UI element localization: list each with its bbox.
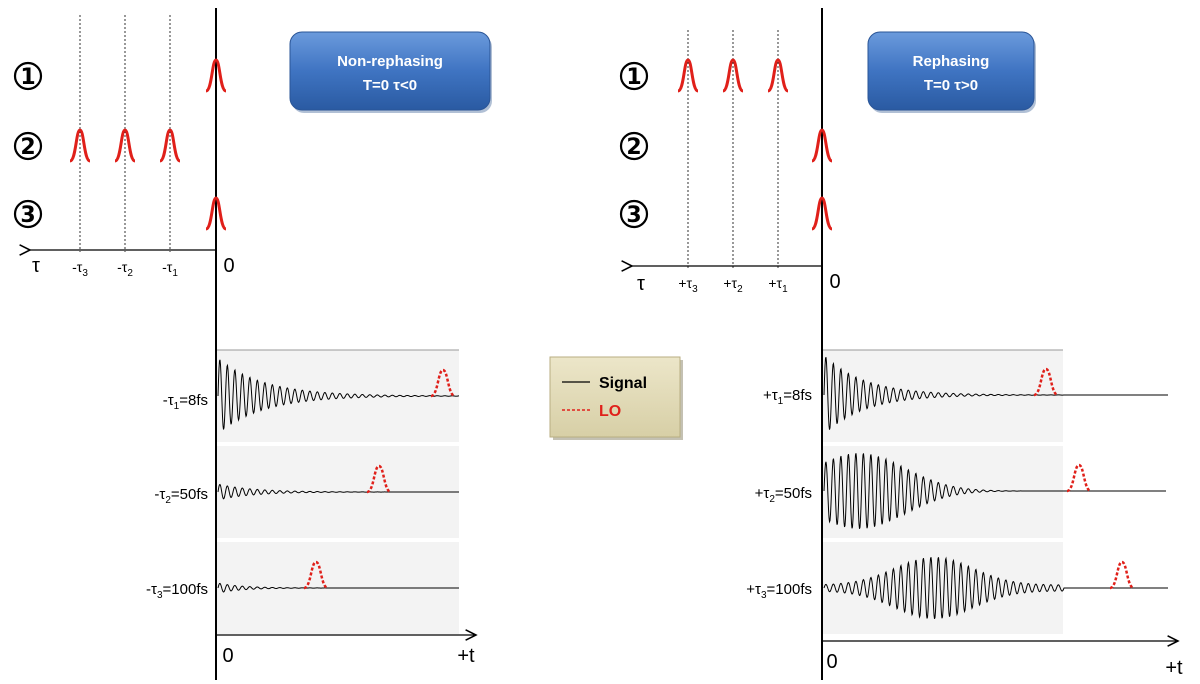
legend: Signal LO — [549, 356, 683, 440]
left-tau-tick-3: -τ3 — [72, 259, 88, 279]
left-pulse-2a — [69, 128, 91, 163]
right-lo-2 — [1066, 463, 1092, 493]
right-pulse-1b — [722, 58, 744, 93]
right-signal-2 — [823, 453, 1166, 529]
right-panel: 1 2 3 τ +τ3 +τ2 +τ1 0 Rephasing — [619, 8, 1183, 680]
left-lo-1 — [430, 368, 456, 398]
left-pulse-3 — [205, 196, 227, 231]
right-time-label: +t — [1165, 657, 1183, 679]
legend-signal-label: Signal — [599, 375, 647, 392]
left-pulse-label-1: 1 — [13, 61, 43, 91]
right-time-origin: 0 — [826, 651, 837, 673]
svg-text:2: 2 — [20, 135, 35, 160]
left-pulse-2b — [114, 128, 136, 163]
right-pulse-1c — [767, 58, 789, 93]
right-pulse-1a — [677, 58, 699, 93]
right-tau-label: τ — [637, 273, 645, 295]
left-signal-1 — [217, 359, 460, 430]
left-origin-label: 0 — [223, 255, 234, 277]
left-tau-tick-2: -τ2 — [117, 259, 133, 279]
svg-text:3: 3 — [626, 203, 641, 228]
left-trace-label-3: -τ3=100fs — [146, 581, 208, 601]
left-signal-2 — [217, 483, 460, 500]
left-time-label: +t — [457, 645, 475, 667]
left-mode-title: Non-rephasing — [337, 53, 443, 70]
right-pulse-label-1: 1 — [619, 61, 649, 91]
right-trace-label-3: +τ3=100fs — [746, 581, 812, 601]
left-pulse-1 — [205, 58, 227, 93]
left-pulse-label-3: 3 — [13, 199, 43, 229]
right-trace-label-1: +τ1=8fs — [763, 387, 812, 407]
right-pulse-label-3: 3 — [619, 199, 649, 229]
right-pulse-label-2: 2 — [619, 131, 649, 161]
svg-text:1: 1 — [20, 65, 35, 90]
right-mode-title: Rephasing — [913, 53, 990, 70]
left-trace-label-2: -τ2=50fs — [154, 486, 208, 506]
left-tau-tick-1: -τ1 — [162, 259, 178, 279]
left-time-origin: 0 — [222, 645, 233, 667]
right-pulse-3 — [811, 196, 833, 231]
right-pulse-labels: 1 2 3 — [619, 61, 649, 229]
right-signal-1 — [823, 356, 1168, 430]
left-mode-button: Non-rephasing T=0 τ<0 — [289, 31, 492, 113]
right-mode-button: Rephasing T=0 τ>0 — [867, 31, 1036, 113]
right-tau-tick-3: +τ3 — [678, 275, 698, 295]
right-trace-label-2: +τ2=50fs — [755, 485, 812, 505]
right-mode-condition: T=0 τ>0 — [924, 77, 978, 94]
left-lo-2 — [366, 464, 392, 494]
right-pulse-2 — [811, 128, 833, 163]
svg-text:3: 3 — [20, 203, 35, 228]
left-pulse-labels: 1 2 3 — [13, 61, 43, 229]
left-mode-condition: T=0 τ<0 — [363, 77, 417, 94]
left-lo-3 — [303, 560, 329, 590]
left-pulses — [69, 58, 227, 231]
right-lo-1 — [1033, 367, 1059, 397]
legend-lo-label: LO — [599, 403, 621, 420]
right-tau-tick-1: +τ1 — [768, 275, 788, 295]
right-pulses — [677, 58, 833, 231]
left-pulse-2c — [159, 128, 181, 163]
left-tau-label: τ — [32, 255, 40, 277]
right-origin-label: 0 — [829, 271, 840, 293]
left-signal-3 — [217, 582, 459, 593]
left-panel: 1 2 3 τ -τ3 -τ2 -τ1 0 — [13, 8, 492, 680]
right-tau-tick-2: +τ2 — [723, 275, 743, 295]
left-trace-label-1: -τ1=8fs — [163, 392, 208, 412]
svg-text:2: 2 — [626, 135, 641, 160]
right-lo-3 — [1109, 560, 1135, 590]
svg-text:1: 1 — [626, 65, 641, 90]
left-pulse-label-2: 2 — [13, 131, 43, 161]
